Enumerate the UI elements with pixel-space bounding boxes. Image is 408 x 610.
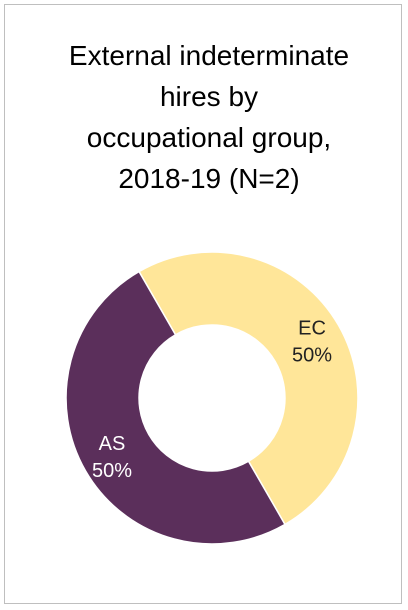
chart-title-line-3: occupational group, [86,122,332,153]
slice-value-ec: 50% [292,344,332,366]
slice-category-ec: EC [298,317,326,339]
chart-title-line-4: 2018-19 (N=2) [118,163,300,194]
chart-title: External indeterminate hires by occupati… [25,35,393,199]
donut-slice-as [65,270,287,545]
chart-title-line-1: External indeterminate [68,40,350,71]
chart-title-line-2: hires by [159,81,259,112]
donut-slice-ec [137,251,359,526]
slice-label-ec: EC 50% [292,317,332,366]
slice-label-as: AS 50% [92,433,132,482]
slice-category-as: AS [99,433,126,455]
slice-value-as: 50% [92,460,132,482]
